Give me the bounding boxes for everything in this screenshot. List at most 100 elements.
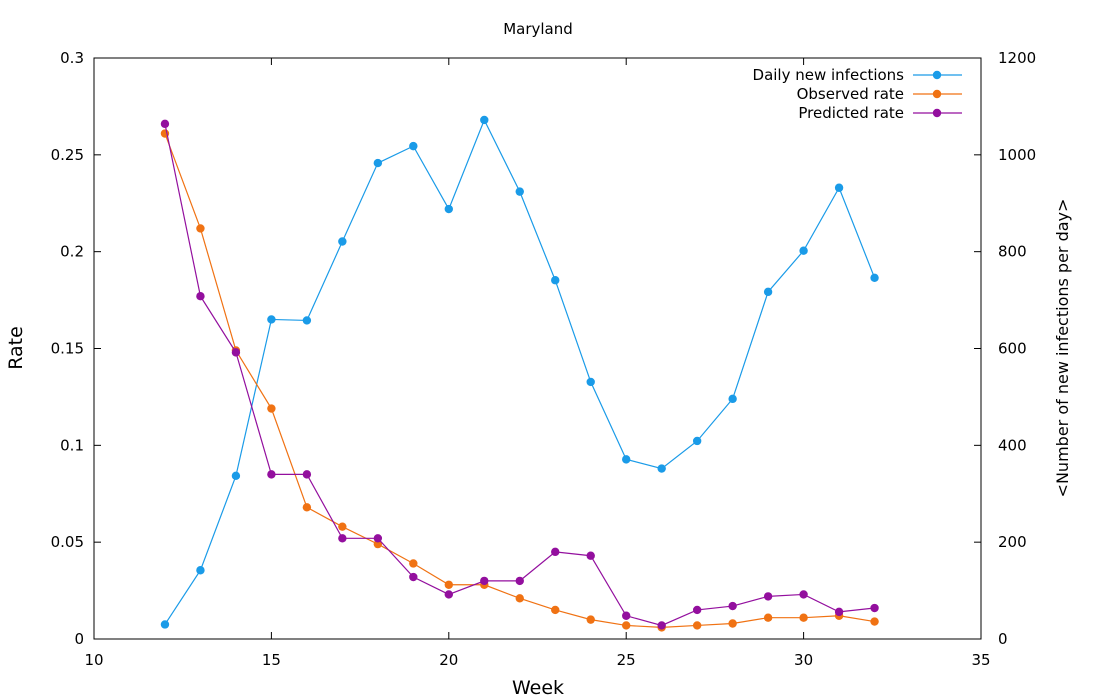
x-tick-label: 10 (84, 651, 103, 669)
data-point (692, 605, 702, 615)
x-axis-ticks: 10 15 20 25 30 35 (84, 58, 991, 669)
y2-tick-label: 1000 (998, 146, 1036, 164)
legend-item: Predicted rate (798, 104, 962, 122)
data-point (515, 576, 524, 586)
data-point (692, 436, 702, 446)
series-daily-new-infections (160, 115, 879, 629)
data-point (231, 471, 241, 481)
data-point (338, 237, 347, 246)
data-point (870, 603, 879, 613)
data-point (799, 590, 808, 599)
legend-item: Daily new infections (753, 66, 962, 84)
data-point (267, 315, 276, 324)
series-observed-rate (160, 129, 879, 632)
legend-swatch-marker (932, 108, 942, 118)
data-point (586, 551, 595, 560)
data-point (267, 404, 276, 413)
y-tick-label: 0.15 (51, 340, 84, 358)
data-point (834, 183, 844, 192)
data-point (551, 547, 560, 557)
data-point (373, 534, 383, 543)
x-tick-label: 25 (617, 651, 636, 669)
data-point (373, 158, 383, 168)
data-point (409, 559, 418, 568)
series-predicted-rate (160, 119, 879, 630)
y-tick-label: 0.2 (60, 243, 84, 261)
data-point (515, 187, 524, 196)
y2-tick-label: 200 (998, 533, 1027, 551)
data-point (622, 611, 631, 620)
legend-label: Daily new infections (753, 66, 905, 84)
data-point (799, 613, 808, 622)
data-point (480, 115, 489, 125)
y2-axis-label: <Number of new infections per day> (1053, 199, 1072, 498)
data-point (728, 601, 737, 611)
data-point (160, 620, 170, 629)
data-point (373, 539, 383, 549)
data-point (551, 605, 560, 615)
data-point (551, 276, 560, 285)
data-point (302, 316, 312, 325)
y2-axis-ticks: 0 200 400 600 800 1000 1200 (974, 49, 1036, 648)
series-layer (160, 115, 879, 632)
data-point (622, 621, 631, 630)
data-point (409, 141, 418, 151)
chart-title: Maryland (503, 20, 573, 38)
legend-swatch-marker (932, 70, 942, 80)
y-tick-label: 0.1 (60, 436, 84, 454)
data-point (622, 455, 631, 464)
data-point (870, 617, 879, 626)
data-point (657, 464, 666, 473)
data-point (444, 204, 453, 214)
x-axis-label: Week (512, 677, 564, 699)
data-point (763, 592, 773, 601)
y-axis-label: Rate (5, 326, 27, 370)
y2-tick-label: 400 (998, 436, 1027, 454)
plot-frame (93, 57, 982, 640)
y-axis-ticks: 0 0.05 0.1 0.15 0.2 0.25 0.3 (51, 49, 101, 648)
legend-label: Observed rate (797, 85, 904, 103)
data-point (480, 576, 489, 586)
y2-tick-label: 1200 (998, 49, 1036, 67)
data-point (160, 119, 170, 129)
x-tick-label: 35 (971, 651, 990, 669)
data-point (302, 503, 312, 512)
data-point (657, 621, 666, 630)
y-tick-label: 0.05 (51, 533, 84, 551)
data-point (302, 470, 312, 479)
data-point (409, 572, 418, 582)
data-point (444, 590, 453, 599)
data-point (515, 594, 524, 603)
y-tick-label: 0.25 (51, 146, 84, 164)
data-point (728, 619, 737, 628)
data-point (196, 566, 205, 575)
data-point (763, 613, 773, 622)
data-point (338, 534, 347, 543)
data-point (196, 292, 205, 301)
y2-tick-label: 0 (998, 630, 1008, 648)
x-tick-label: 30 (794, 651, 813, 669)
data-point (338, 522, 347, 531)
data-point (763, 287, 773, 297)
data-point (231, 348, 241, 357)
legend-item: Observed rate (797, 85, 962, 103)
data-point (870, 273, 879, 283)
data-point (728, 394, 737, 404)
data-point (799, 246, 808, 255)
y-tick-label: 0.3 (60, 49, 84, 67)
data-point (586, 377, 595, 387)
legend-swatch-marker (932, 89, 942, 99)
data-point (444, 580, 453, 589)
data-point (267, 470, 276, 479)
data-point (196, 224, 205, 233)
y2-tick-label: 800 (998, 243, 1027, 261)
legend-label: Predicted rate (798, 104, 904, 122)
x-tick-label: 15 (262, 651, 281, 669)
y-tick-label: 0 (74, 630, 84, 648)
data-point (692, 621, 702, 630)
series-line (164, 123, 875, 627)
data-point (834, 607, 844, 617)
series-line (164, 133, 875, 628)
